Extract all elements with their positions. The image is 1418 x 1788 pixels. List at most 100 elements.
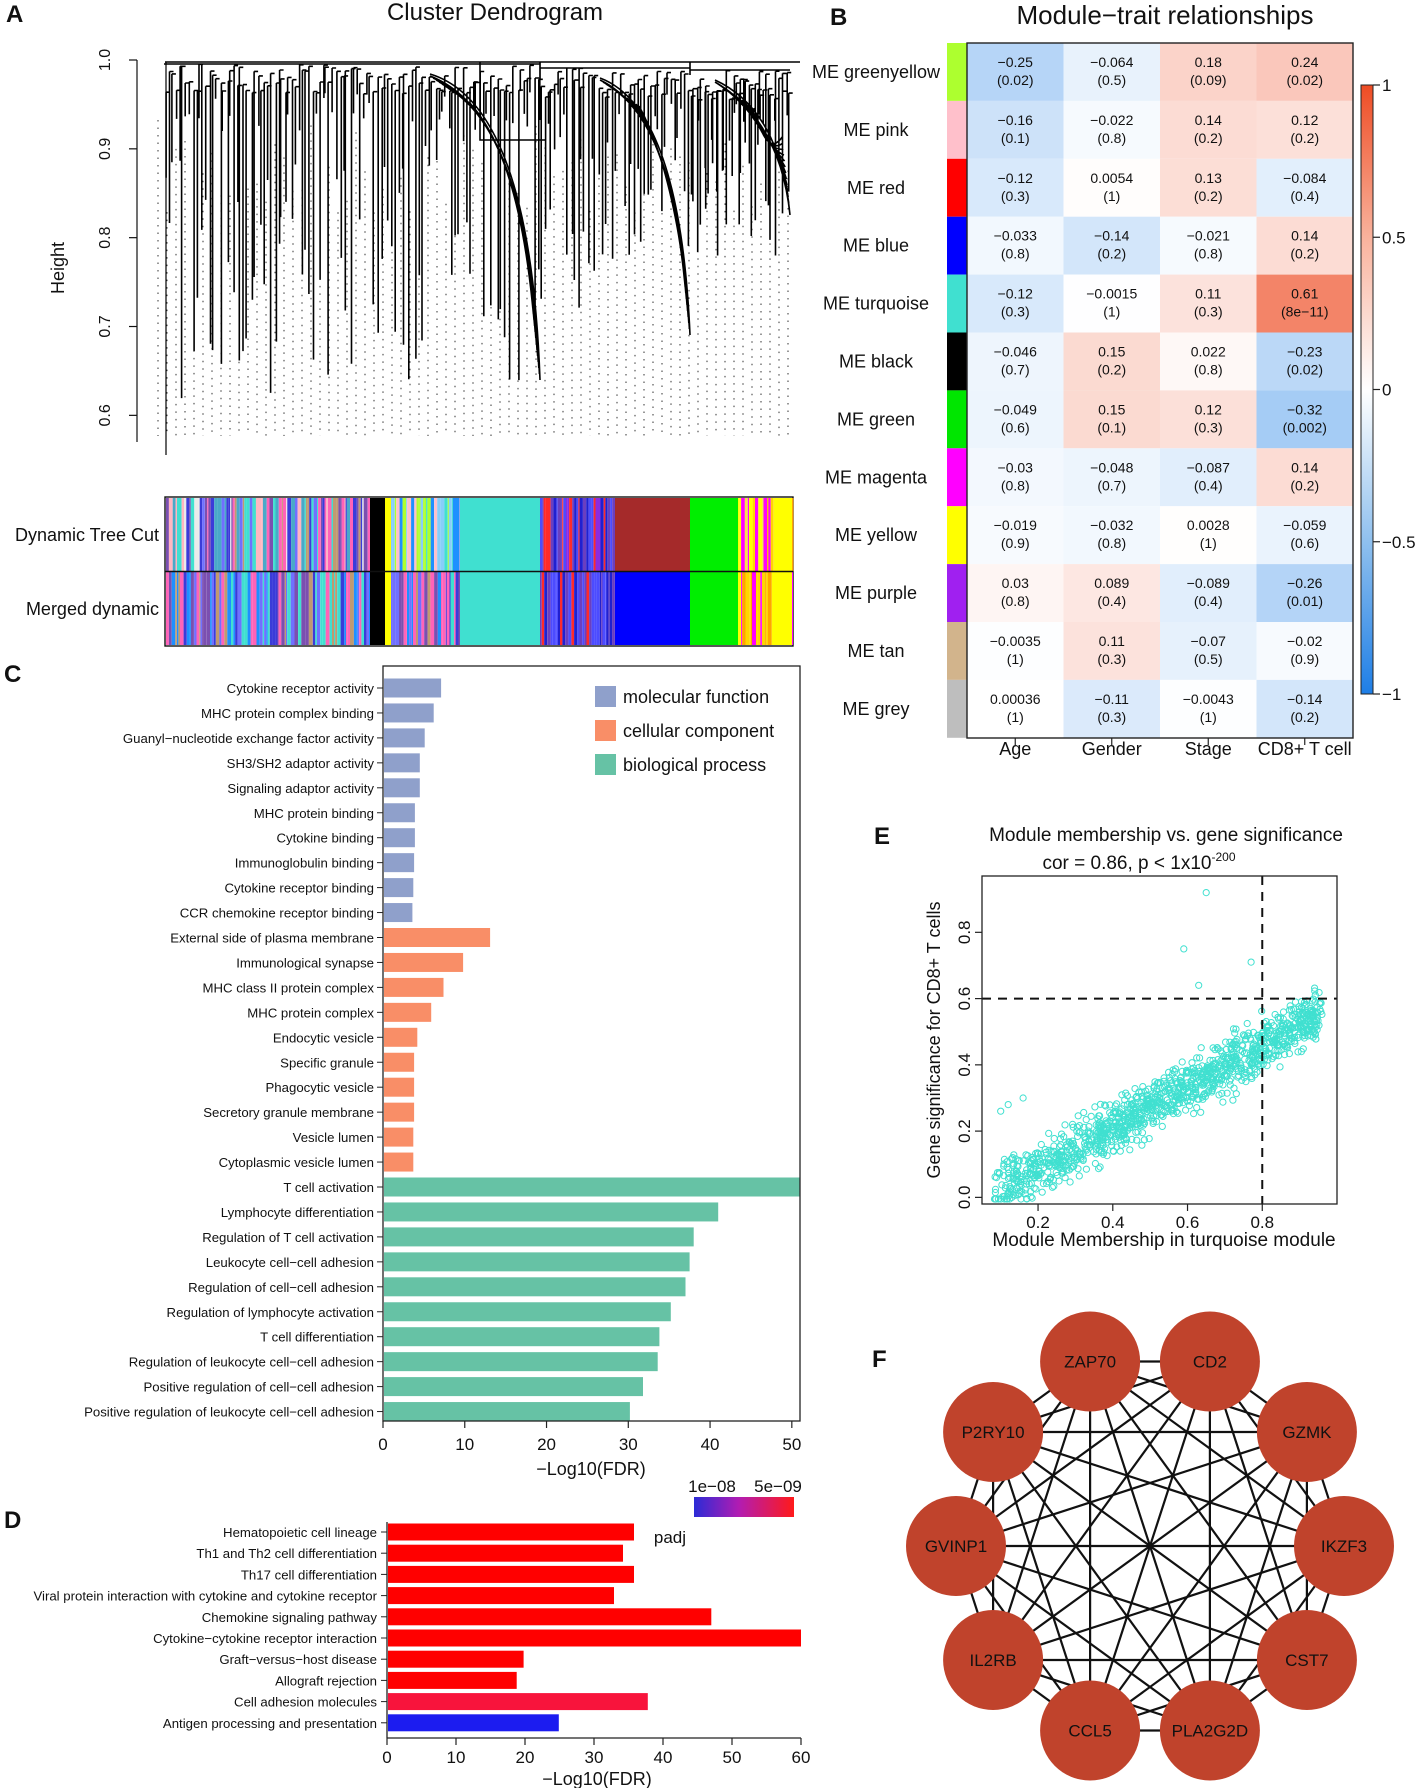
merged-dynamic-stripe [442, 572, 446, 645]
tree-cut-stripe [752, 498, 755, 571]
merged-dynamic-stripe [190, 572, 194, 645]
go-x-tick-label: 50 [782, 1435, 801, 1454]
scatter-point [1221, 1072, 1229, 1080]
scatter-point [1281, 1051, 1289, 1059]
scatter-point [1150, 1082, 1158, 1090]
scatter-point [1279, 1015, 1287, 1023]
heatmap-cell-correlation: −0.03 [998, 459, 1034, 475]
scatter-point [1145, 1135, 1153, 1143]
network-edge [992, 1544, 1345, 1662]
tree-cut-stripe [460, 498, 540, 571]
merged-dynamic-stripe [186, 572, 190, 645]
network-node-label: ZAP70 [1064, 1353, 1116, 1372]
merged-dynamic-stripe [403, 572, 407, 645]
heatmap-cell-correlation: 0.15 [1098, 344, 1125, 360]
heatmap-cell-correlation: −0.087 [1187, 459, 1230, 475]
heatmap-cell-pvalue: (0.2) [1097, 362, 1126, 378]
tree-cut-stripe [420, 498, 424, 571]
module-color-swatch [947, 390, 967, 449]
tree-cut-stripe [194, 498, 199, 571]
module-color-swatch [947, 622, 967, 680]
scatter-point [1248, 1045, 1257, 1053]
tree-cut-stripe [313, 498, 317, 571]
scatter-point [1307, 1004, 1315, 1013]
merged-dynamic-stripe [316, 572, 321, 645]
heatmap-column-label: Gender [1082, 739, 1142, 759]
scatter-point [1061, 1174, 1069, 1182]
scatter-point [1270, 1032, 1278, 1040]
heatmap-column-label: Age [999, 739, 1031, 759]
scatter-point [1138, 1141, 1146, 1149]
tree-cut-stripe [305, 498, 308, 571]
heatmap-cell [1160, 158, 1257, 217]
scatter-point [1139, 1118, 1147, 1126]
kegg-x-label: −Log10(FDR) [542, 1769, 652, 1788]
heatmap-cell-pvalue: (0.8) [1097, 130, 1126, 146]
tree-cut-stripe [562, 498, 564, 571]
scatter-point [1247, 958, 1255, 966]
heatmap-cell [1160, 390, 1257, 449]
scatter-point [1048, 1183, 1057, 1191]
scatter-point [1004, 1101, 1012, 1109]
heatmap-cell-correlation: 0.00036 [990, 691, 1041, 707]
merged-dynamic-stripe [458, 572, 462, 645]
heatmap-cell-correlation: −0.25 [998, 54, 1034, 70]
scatter-point [1036, 1157, 1045, 1166]
tree-cut-stripe [261, 498, 263, 571]
scatter-point [1248, 1074, 1256, 1083]
merged-dynamic-stripe [574, 572, 578, 645]
tree-cut-stripe [744, 498, 748, 571]
scatter-point [1058, 1151, 1066, 1159]
dendrogram-y-tick-label: 0.7 [97, 315, 114, 337]
go-bar [384, 803, 415, 823]
tree-cut-stripe [295, 498, 298, 571]
heatmap-cell-correlation: −0.046 [994, 344, 1037, 360]
heatmap-frame [966, 42, 1354, 739]
module-color-swatch [947, 332, 967, 391]
scatter-point [1294, 1031, 1302, 1039]
colorbar-tick-label: 1 [1382, 76, 1391, 95]
scatter-point [1105, 1131, 1114, 1139]
tree-cut-stripe [217, 498, 222, 571]
scatter-y-tick-label: 0.0 [955, 1186, 974, 1210]
go-term-label: Regulation of T cell activation [202, 1230, 374, 1245]
tree-cut-stripe [572, 498, 575, 571]
tree-cut-stripe [262, 498, 267, 571]
go-bar [384, 1052, 415, 1072]
scatter-point [1223, 1089, 1231, 1097]
go-x-tick-label: 10 [455, 1435, 474, 1454]
merged-dynamic-stripe [608, 572, 610, 645]
merged-dynamic-stripe [399, 572, 402, 645]
module-color-swatch [947, 506, 967, 565]
scatter-point [1091, 1103, 1099, 1111]
scatter-point [1174, 1109, 1182, 1117]
go-term-label: Immunoglobulin binding [235, 856, 374, 871]
scatter-point [1044, 1178, 1052, 1186]
scatter-point [1302, 1000, 1310, 1009]
heatmap-cell [1256, 216, 1353, 275]
merged-dynamic-stripe [745, 572, 750, 645]
merged-dynamic-stripe [262, 572, 265, 645]
scatter-point [1184, 1088, 1192, 1097]
go-term-label: MHC protein complex [247, 1005, 374, 1020]
scatter-point [1222, 1038, 1230, 1046]
scatter-point [1255, 1062, 1263, 1070]
heatmap-cell-correlation: −0.033 [994, 228, 1037, 244]
network-node [1040, 1680, 1141, 1781]
merged-dynamic-stripe [757, 572, 761, 645]
scatter-point [1106, 1101, 1114, 1109]
tree-cut-stripe [340, 498, 342, 571]
scatter-point [1045, 1129, 1053, 1138]
scatter-point [1027, 1165, 1035, 1173]
tree-cut-stripe [747, 498, 749, 571]
network-node [1256, 1382, 1357, 1482]
module-color-swatch [947, 158, 967, 217]
scatter-point [1211, 1060, 1219, 1069]
merged-dynamic-stripe [541, 572, 545, 645]
scatter-point [1075, 1172, 1083, 1180]
merged-dynamic-stripe [370, 572, 385, 645]
tree-cut-stripe [548, 498, 551, 571]
scatter-ticks: 0.2 0.4 0.6 0.8 0.0 0.2 0.4 0.6 0.8 [955, 921, 1274, 1232]
scatter-title: Module membership vs. gene significance [989, 825, 1343, 846]
go-bar [384, 1252, 690, 1272]
